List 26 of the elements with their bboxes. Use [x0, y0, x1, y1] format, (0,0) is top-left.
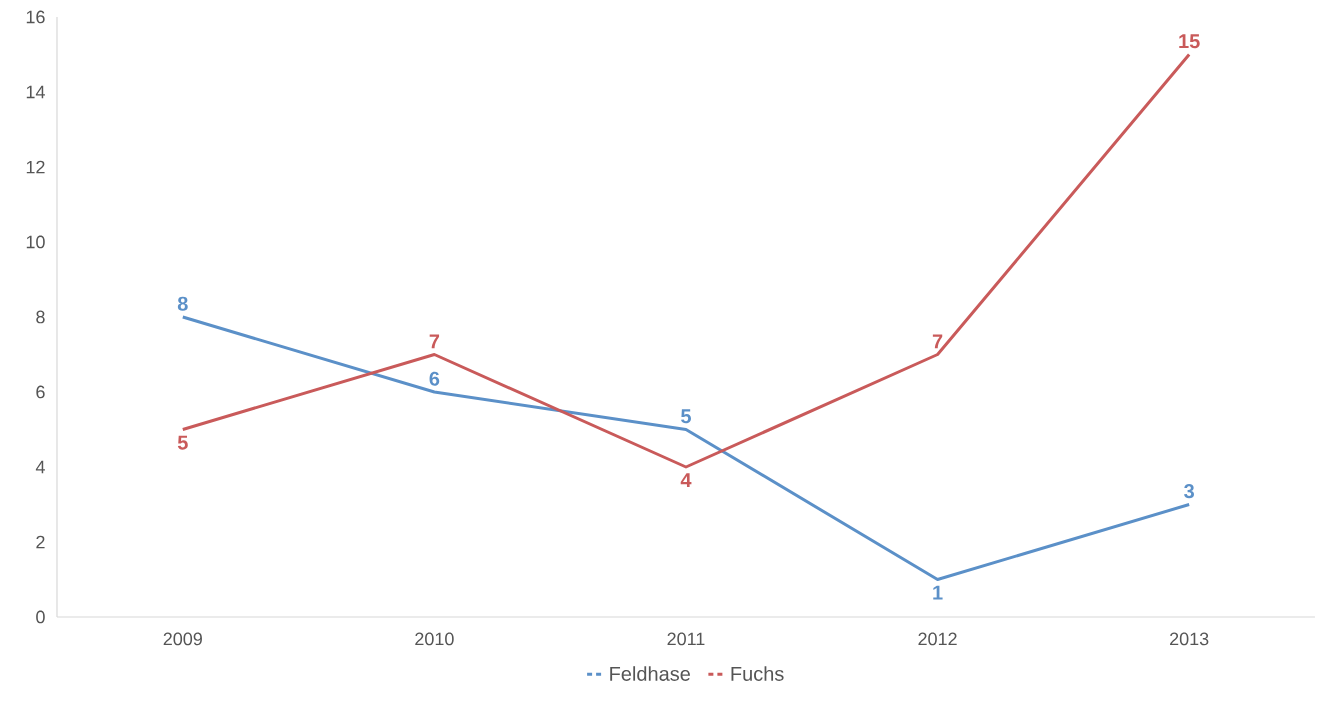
- y-tick-label: 14: [26, 85, 45, 99]
- data-label: 7: [932, 334, 943, 349]
- x-tick-label: 2012: [918, 632, 957, 646]
- x-tick-label: 2013: [1170, 632, 1209, 646]
- y-tick-label: 0: [36, 610, 45, 624]
- x-tick-label: 2010: [415, 632, 454, 646]
- y-tick-label: 10: [26, 235, 45, 249]
- y-tick-label: 12: [26, 160, 45, 174]
- x-tick-label: 2009: [163, 632, 202, 646]
- data-label: 3: [1184, 484, 1194, 499]
- data-label: 5: [177, 435, 188, 450]
- y-tick-label: 2: [36, 535, 45, 549]
- data-label: 1: [933, 585, 943, 600]
- data-label: 7: [429, 334, 440, 349]
- y-tick-label: 4: [35, 460, 45, 474]
- data-label: 8: [177, 296, 188, 311]
- data-label: 6: [429, 371, 440, 386]
- y-tick-label: 16: [26, 10, 45, 24]
- data-label: 15: [1179, 34, 1200, 49]
- legend-label: Fuchs: [731, 666, 784, 681]
- data-label: 4: [680, 473, 692, 487]
- x-tick-label: 2011: [667, 632, 705, 646]
- y-tick-label: 8: [36, 310, 45, 324]
- y-tick-label: 6: [36, 385, 45, 399]
- data-label: 5: [681, 409, 691, 424]
- legend-label: Feldhase: [610, 666, 690, 681]
